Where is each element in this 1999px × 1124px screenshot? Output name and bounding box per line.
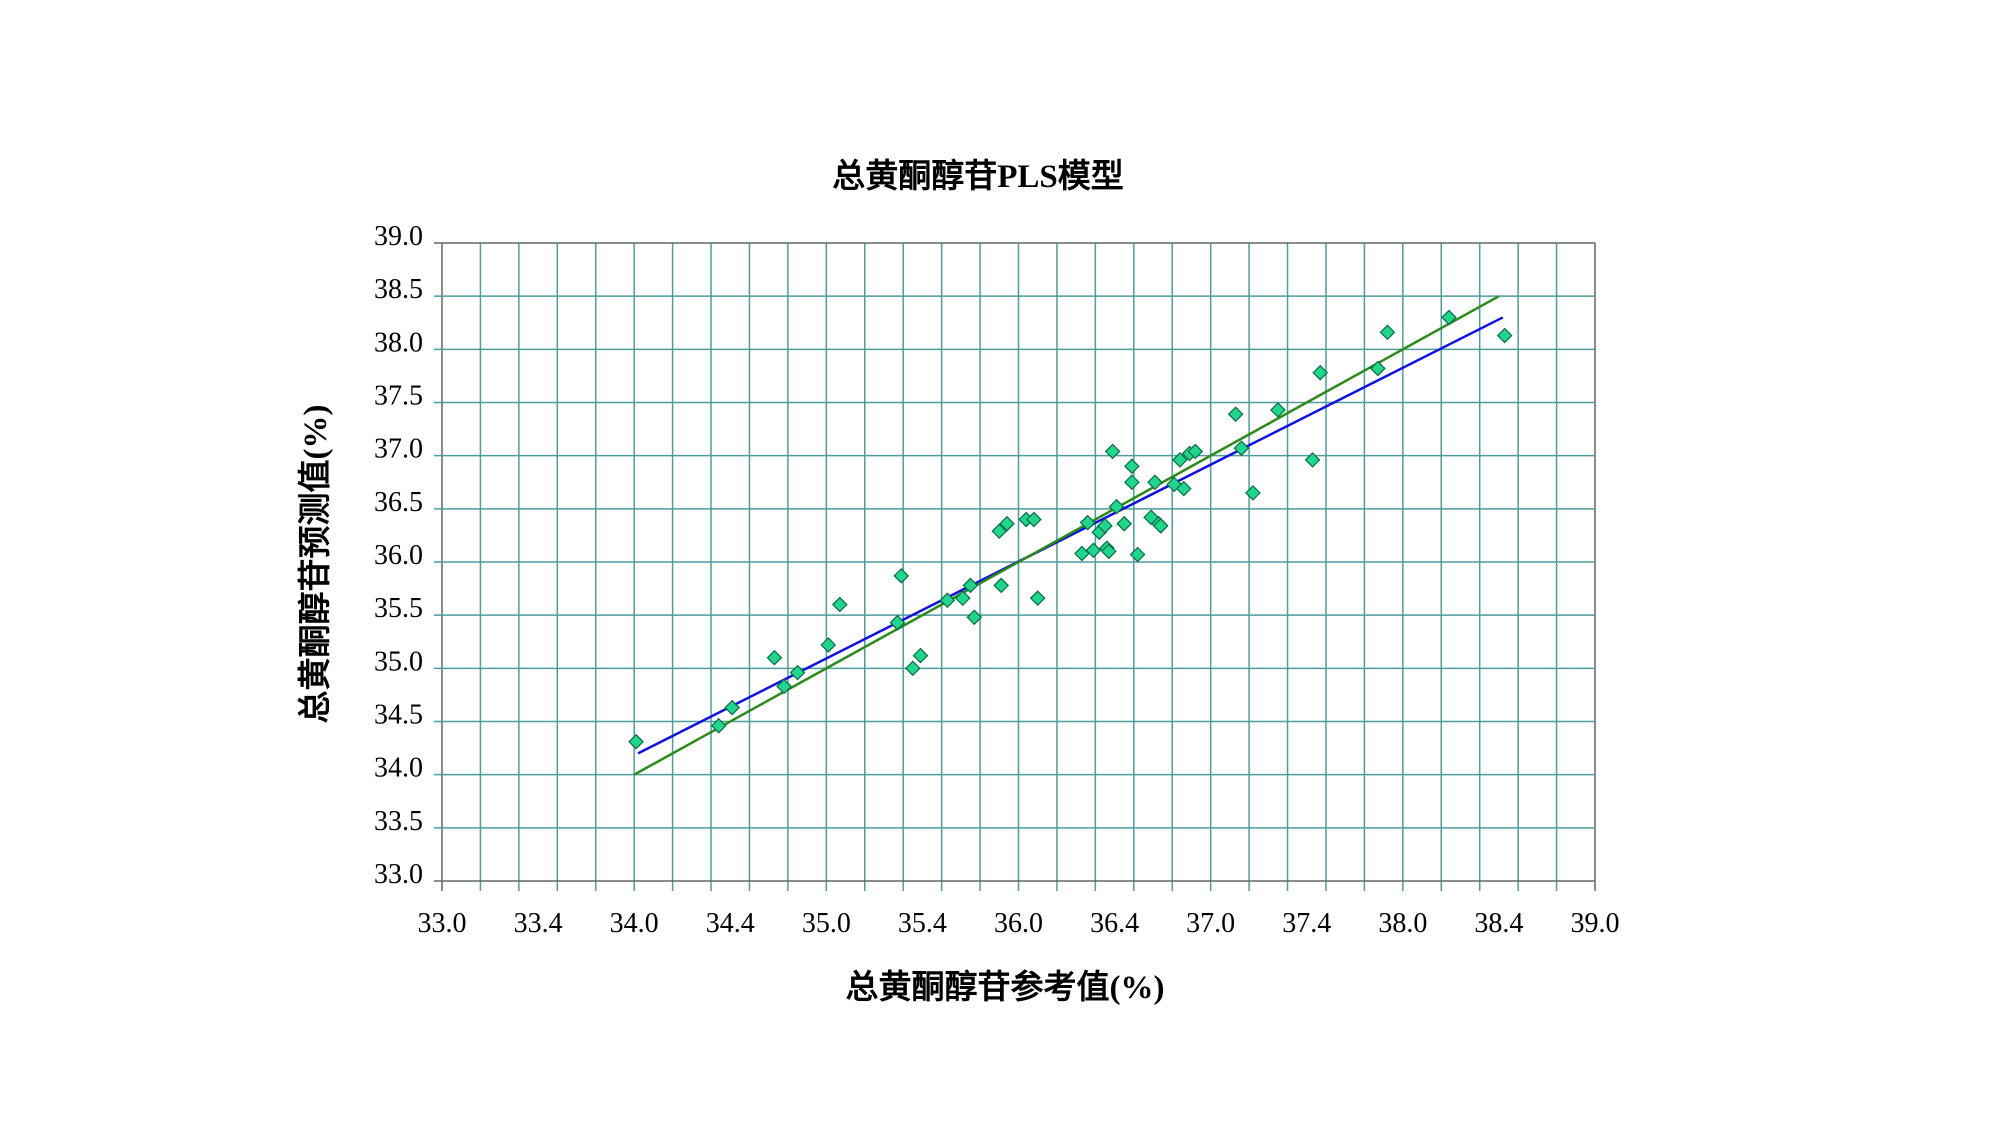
data-point [1026, 511, 1042, 528]
y-tick-label: 33.5 [374, 806, 423, 837]
data-points [628, 309, 1513, 750]
y-tick-label: 33.0 [374, 859, 423, 890]
x-tick-label: 34.0 [610, 908, 659, 939]
data-point [893, 567, 910, 584]
y-tick-label: 35.5 [374, 593, 423, 624]
data-point [993, 577, 1010, 594]
data-point [628, 733, 644, 750]
data-point [1172, 452, 1188, 468]
x-tick-label: 34.4 [706, 908, 755, 939]
data-point [1245, 485, 1261, 501]
data-point [1233, 440, 1250, 457]
data-point [1129, 546, 1146, 563]
data-point [1175, 480, 1192, 497]
data-point [1304, 452, 1321, 468]
x-tick-label: 37.4 [1282, 908, 1331, 939]
y-tick-label: 37.5 [374, 381, 423, 412]
x-tick-label: 33.0 [418, 908, 467, 939]
data-point [1227, 406, 1244, 423]
data-point [1074, 545, 1090, 562]
data-point [1124, 458, 1140, 475]
y-axis-label: 总黄酮醇苷预测值(%) [297, 405, 334, 724]
y-tick-label: 34.0 [374, 753, 423, 784]
data-point [789, 664, 806, 681]
data-point [1079, 514, 1096, 531]
data-point [1097, 517, 1113, 534]
x-tick-label: 37.0 [1186, 908, 1235, 939]
data-point [991, 523, 1008, 540]
data-point [912, 647, 929, 664]
x-axis-label: 总黄酮醇苷参考值(%) [846, 969, 1165, 1006]
y-tick-label: 34.5 [374, 700, 423, 731]
data-point [776, 678, 792, 695]
x-tick-label: 35.4 [898, 908, 947, 939]
data-point [1085, 542, 1102, 559]
data-point [1029, 590, 1046, 607]
y-tick-label: 35.0 [374, 646, 423, 677]
grid [434, 242, 1596, 891]
data-point [966, 609, 983, 626]
data-point [1104, 443, 1121, 460]
data-point [1312, 364, 1329, 381]
data-point [889, 614, 906, 631]
y-tick-label: 39.0 [374, 221, 423, 252]
x-tick-label: 33.4 [514, 908, 563, 939]
data-point [904, 660, 921, 677]
data-point [999, 515, 1015, 532]
data-point [954, 590, 971, 607]
data-point [1187, 443, 1204, 460]
data-point [710, 717, 727, 734]
y-tick-label: 36.5 [374, 487, 423, 518]
data-point [820, 637, 837, 653]
x-tick-label: 36.0 [994, 908, 1043, 939]
x-tick-label: 39.0 [1571, 908, 1620, 939]
data-point [724, 699, 741, 716]
data-point [766, 649, 783, 666]
x-tick-label: 38.4 [1474, 908, 1523, 939]
data-point [1108, 498, 1125, 515]
chart-title: 总黄酮醇苷PLS模型 [832, 158, 1124, 195]
data-point [1152, 517, 1169, 534]
x-tick-label: 36.4 [1090, 908, 1139, 939]
data-point [1370, 360, 1386, 377]
x-tick-labels: 33.0 33.4 34.0 34.4 35.0 35.4 36.0 36.4 37.0 37.4… [418, 908, 1620, 939]
data-point [1441, 309, 1457, 326]
data-point [1116, 515, 1133, 532]
x-tick-label: 35.0 [802, 908, 851, 939]
data-point [1379, 324, 1396, 341]
fit-line [637, 316, 1504, 755]
y-tick-label: 36.0 [374, 540, 423, 571]
data-point [1124, 474, 1140, 491]
y-tick-label: 38.0 [374, 327, 423, 358]
data-point [831, 596, 848, 613]
data-point [1270, 402, 1286, 418]
data-point [962, 577, 979, 594]
y-tick-label: 38.5 [374, 274, 423, 305]
data-point [939, 592, 956, 609]
x-tick-label: 38.0 [1378, 908, 1427, 939]
y-tick-labels: 33.0 33.5 34.0 34.5 35.0 35.5 36.0 36.5 37.0 37.5… [374, 221, 423, 890]
data-point [1496, 327, 1513, 344]
y-tick-label: 37.0 [374, 434, 423, 465]
data-point [1147, 474, 1163, 491]
ideal-line [633, 295, 1500, 776]
data-point [1100, 543, 1117, 560]
